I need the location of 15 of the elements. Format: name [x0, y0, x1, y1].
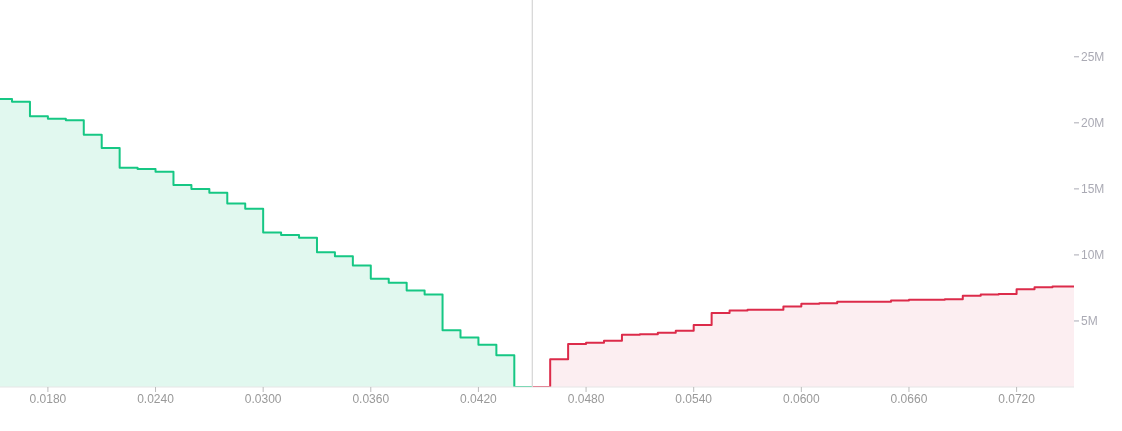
x-tick-label: 0.0660 [890, 391, 928, 406]
x-tick-label: 0.0240 [137, 391, 175, 406]
x-tick-label: 0.0720 [998, 391, 1036, 406]
x-tick-label: 0.0360 [352, 391, 390, 406]
x-tick-label: 0.0480 [567, 391, 605, 406]
x-tick-label: 0.0420 [460, 391, 498, 406]
x-tick-label: 0.0540 [675, 391, 713, 406]
y-tick-label: 10M [1081, 248, 1105, 263]
x-tick-label: 0.0180 [29, 391, 67, 406]
y-tick-label: 25M [1081, 50, 1105, 65]
y-tick-label: 5M [1081, 314, 1098, 329]
x-tick-label: 0.0600 [782, 391, 821, 406]
x-tick-label: 0.0300 [244, 391, 282, 406]
y-tick-label: 20M [1081, 116, 1105, 131]
y-tick-label: 15M [1081, 182, 1105, 197]
